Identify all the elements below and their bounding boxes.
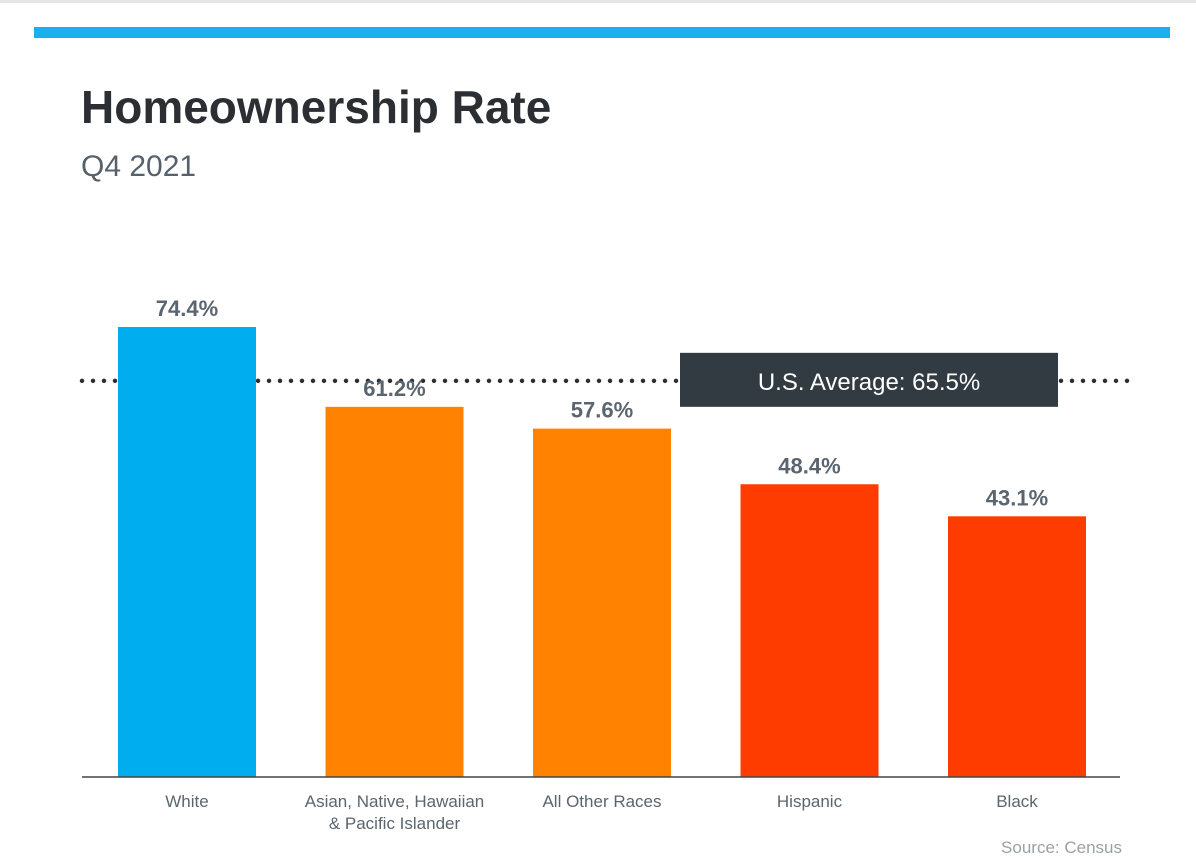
data-label-1: 61.2% [363,376,425,401]
source-note: Source: Census [1001,838,1122,857]
bar-0 [118,327,256,777]
bar-2 [533,428,671,777]
category-label-0: White [165,792,208,811]
bar-4 [948,516,1086,777]
average-label-text: U.S. Average: 65.5% [758,369,980,396]
category-label-3: Hispanic [777,792,843,811]
chart-title: Homeownership Rate [81,81,552,133]
category-label-2: All Other Races [542,792,661,811]
data-label-0: 74.4% [156,296,218,321]
data-label-3: 48.4% [778,453,840,478]
top-border [0,0,1196,3]
data-label-4: 43.1% [986,485,1048,510]
bar-3 [740,484,879,777]
bar-1 [325,406,464,777]
average-label-box [680,352,1058,407]
category-label-1-line-0: Asian, Native, Hawaiian [305,792,485,811]
category-label-4: Black [996,792,1038,811]
category-label-1-line-1: & Pacific Islander [329,814,461,833]
accent-bar [34,27,1170,38]
chart-subtitle: Q4 2021 [81,150,197,183]
data-label-2: 57.6% [571,398,633,423]
